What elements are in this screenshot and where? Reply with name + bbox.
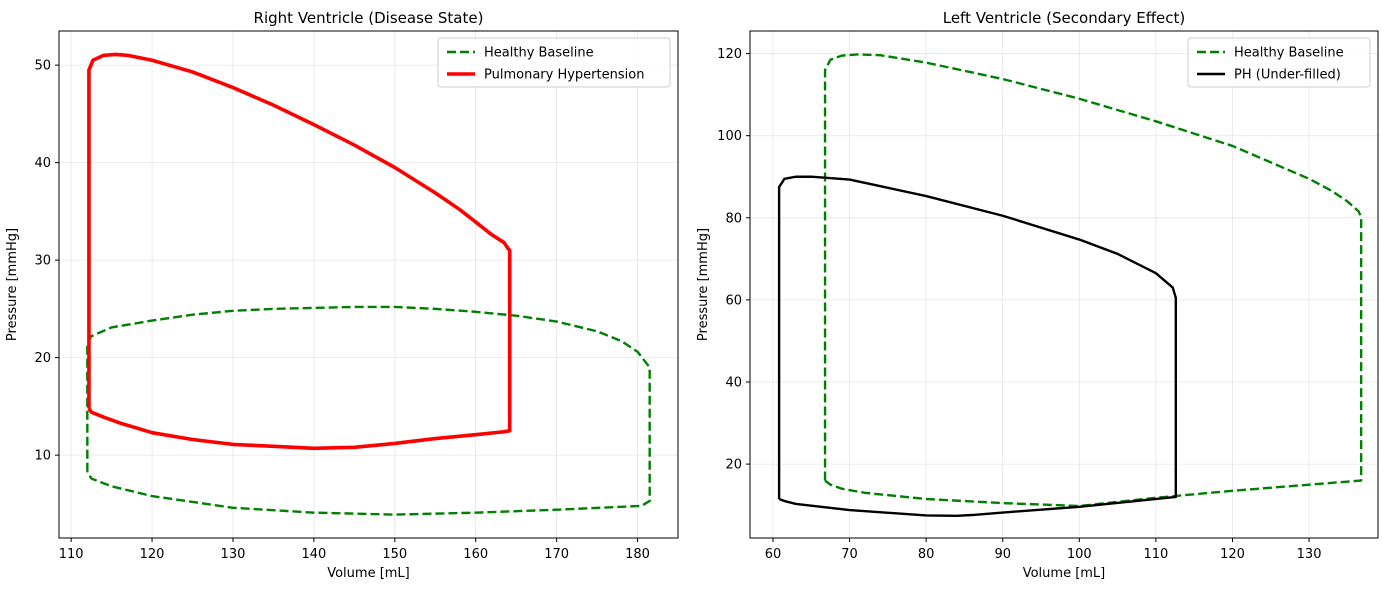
- rv-x-tick-label: 110: [59, 547, 84, 562]
- rv-y-axis-label: Pressure [mmHg]: [5, 228, 20, 341]
- lv-x-tick-label: 100: [1067, 547, 1092, 562]
- lv-legend-label-1: PH (Under-filled): [1234, 68, 1341, 83]
- lv-x-tick-label: 60: [765, 547, 782, 562]
- lv-x-axis-label: Volume [mL]: [1023, 566, 1106, 581]
- lv-y-tick-label: 60: [725, 293, 742, 308]
- lv-y-tick-label: 120: [717, 47, 742, 62]
- rv-x-tick-label: 140: [301, 547, 326, 562]
- rv-legend-label-1: Pulmonary Hypertension: [484, 68, 644, 83]
- lv-y-tick-label: 40: [725, 376, 742, 391]
- rv-y-tick-label: 10: [34, 449, 51, 464]
- lv-x-tick-label: 70: [841, 547, 858, 562]
- lv-y-tick-label: 80: [725, 211, 742, 226]
- lv-axes-frame: [749, 30, 1379, 539]
- left-ventricle-panel: 60 70 80 90 100 110 120 130 20 40 60 80 100 120 Left V…: [696, 9, 1379, 581]
- lv-legend-label-0: Healthy Baseline: [1234, 46, 1344, 61]
- lv-chart-title: Left Ventricle (Secondary Effect): [943, 9, 1186, 27]
- rv-x-tick-label: 160: [463, 547, 488, 562]
- lv-x-tick-label: 130: [1297, 547, 1322, 562]
- rv-legend: Healthy Baseline Pulmonary Hypertension: [437, 37, 671, 88]
- lv-legend: Healthy Baseline PH (Under-filled): [1187, 37, 1371, 88]
- lv-y-axis-label: Pressure [mmHg]: [696, 228, 711, 341]
- rv-x-tick-label: 150: [382, 547, 407, 562]
- rv-y-tick-label: 20: [34, 351, 51, 366]
- rv-y-tick-label: 40: [34, 156, 51, 171]
- rv-legend-label-0: Healthy Baseline: [484, 46, 594, 61]
- rv-y-tick-label: 30: [34, 254, 51, 269]
- rv-series-0-line: [86, 305, 651, 516]
- rv-series-1-line: [87, 52, 512, 451]
- rv-x-tick-label: 180: [625, 547, 650, 562]
- rv-axes-frame: [58, 30, 679, 539]
- rv-x-tick-label: 170: [544, 547, 569, 562]
- lv-x-tick-label: 110: [1143, 547, 1168, 562]
- lv-series-0-line: [823, 53, 1363, 508]
- lv-series-1-line: [777, 175, 1178, 518]
- lv-y-tick-label: 100: [717, 129, 742, 144]
- rv-y-tick-label: 50: [34, 59, 51, 74]
- right-ventricle-panel: 110 120 130 140 150 160 170 180 10 20 30 40 50 Right …: [5, 9, 679, 581]
- lv-y-tick-label: 20: [725, 458, 742, 473]
- lv-x-tick-label: 120: [1220, 547, 1245, 562]
- rv-x-tick-label: 120: [140, 547, 165, 562]
- rv-chart-title: Right Ventricle (Disease State): [254, 9, 484, 27]
- rv-x-tick-label: 130: [221, 547, 246, 562]
- lv-x-tick-label: 90: [994, 547, 1011, 562]
- lv-x-tick-label: 80: [918, 547, 935, 562]
- rv-x-axis-label: Volume [mL]: [327, 566, 410, 581]
